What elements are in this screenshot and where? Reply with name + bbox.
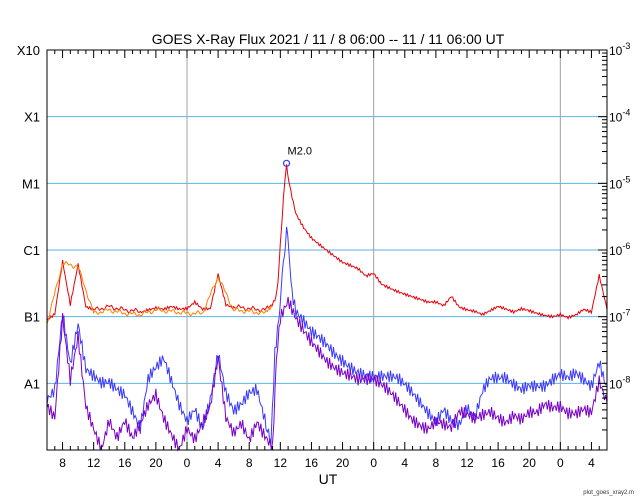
series-line-goes-17-long-1-8- [46, 260, 273, 324]
x-tick-label: 16 [305, 456, 319, 470]
flare-peak-marker [282, 159, 291, 167]
y-right-label: 10-3 [609, 41, 630, 58]
credit-label: plot_goes_xray2.m [583, 490, 634, 496]
x-tick-label: 0 [184, 456, 191, 470]
y-left-label: B1 [24, 310, 40, 325]
x-tick-label: 8 [246, 456, 253, 470]
y-left-label: M1 [22, 176, 40, 191]
y-right-label: 10-8 [609, 374, 630, 391]
x-tick-label: 20 [149, 456, 163, 470]
x-tick-label: 0 [370, 456, 377, 470]
series-line-goes-17-short-0-5-4- [46, 296, 608, 452]
y-right-label: 10-7 [609, 308, 630, 325]
y-right-label: 10-6 [609, 241, 630, 258]
x-tick-label: 8 [59, 456, 66, 470]
x-axis-label: UT [319, 471, 338, 487]
y-right-label: 10-5 [609, 174, 630, 191]
y-left-label: C1 [23, 243, 40, 258]
x-tick-label: 16 [491, 456, 505, 470]
x-tick-label: 20 [523, 456, 537, 470]
flare-label: M2.0 [288, 145, 312, 157]
chart-title: GOES X-Ray Flux 2021 / 11 / 8 06:00 -- 1… [152, 31, 505, 47]
x-tick-label: 4 [588, 456, 595, 470]
x-tick-label: 12 [274, 456, 288, 470]
x-tick-label: 12 [87, 456, 101, 470]
y-right-label: 10-4 [609, 108, 630, 125]
x-tick-label: 4 [215, 456, 222, 470]
series-line-goes-16-long-1-8- [46, 164, 608, 321]
series-line-goes-16-short-0-5-4- [46, 226, 608, 444]
series-group [46, 164, 608, 452]
x-tick-label: 4 [401, 456, 408, 470]
x-tick-label: 12 [460, 456, 474, 470]
x-tick-label: 8 [433, 456, 440, 470]
x-tick-label: 0 [557, 456, 564, 470]
y-left-label: X10 [17, 43, 40, 58]
x-tick-label: 16 [118, 456, 132, 470]
annotation-group: M2.0 [282, 145, 312, 167]
x-tick-label: 20 [336, 456, 350, 470]
y-left-label: A1 [24, 376, 40, 391]
axes: 8 12 16 20 0 4 8 12 16 20 0 4 8 12 16 20 0 4 X10 X1 M1 C1 B1 A1… [17, 41, 631, 470]
y-left-label: X1 [24, 110, 40, 125]
